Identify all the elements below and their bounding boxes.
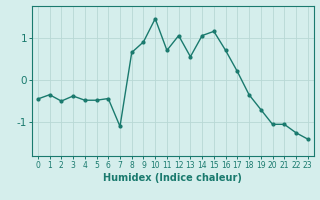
X-axis label: Humidex (Indice chaleur): Humidex (Indice chaleur) bbox=[103, 173, 242, 183]
